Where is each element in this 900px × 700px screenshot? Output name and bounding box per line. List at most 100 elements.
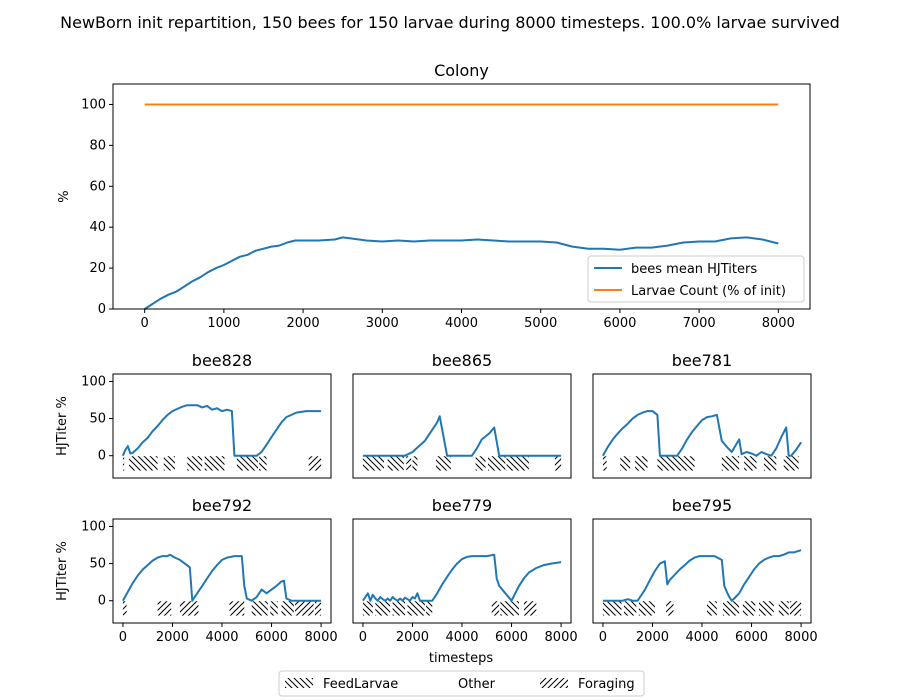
xtick-label: 6000 — [495, 630, 528, 645]
band-feedlarvae — [620, 456, 631, 471]
hatch-swatch-foraging — [540, 678, 568, 688]
panel-title: Colony — [434, 61, 489, 80]
ytick-label: 100 — [81, 97, 106, 112]
xtick-label: 1000 — [207, 316, 240, 331]
xtick-label: 8000 — [305, 630, 338, 645]
band-feedlarvae — [635, 456, 648, 471]
band-feedlarvae — [435, 456, 451, 471]
xtick-label: 6000 — [255, 630, 288, 645]
panel-bee792: bee792 0 50 100 0 2000 4000 6000 8000 HJTiter % — [55, 496, 338, 645]
ytick-label: 100 — [81, 519, 106, 534]
band-feedlarvae — [742, 601, 756, 616]
ytick-label: 50 — [89, 557, 106, 572]
timesteps-xlabel: timesteps — [429, 651, 493, 666]
hatch-legend-label: Other — [458, 677, 496, 692]
series-line — [362, 553, 562, 602]
hatch-legend-box — [278, 670, 645, 697]
xtick-label: 0 — [141, 316, 149, 331]
band-feedlarvae — [623, 601, 637, 616]
band-feedlarvae — [375, 601, 391, 616]
band-feedlarvae — [763, 456, 777, 471]
y-axis-label: HJTiter % — [55, 396, 70, 456]
ytick-label: 0 — [98, 449, 106, 464]
series-line — [121, 404, 322, 457]
band-feedlarvae — [407, 601, 425, 616]
xtick-label: 8000 — [762, 316, 795, 331]
band-feedlarvae — [129, 456, 158, 471]
band-foraging — [789, 601, 802, 616]
band-feedlarvae — [783, 456, 799, 471]
series-line — [602, 549, 802, 602]
band-feedlarvae — [488, 456, 506, 471]
band-foraging — [295, 601, 314, 616]
panel-bee781: bee781 — [592, 351, 812, 479]
series-line — [144, 236, 779, 310]
band-foraging — [122, 456, 125, 471]
band-feedlarvae — [426, 601, 433, 616]
band-foraging — [179, 601, 199, 616]
figure-title: NewBorn init repartition, 150 bees for 1… — [60, 13, 840, 32]
ytick-label: 40 — [89, 220, 106, 235]
panel-title: bee865 — [432, 351, 492, 370]
band-feedlarvae — [721, 456, 740, 471]
legend-label: bees mean HJTiters — [631, 262, 757, 277]
y-axis-label: HJTiter % — [55, 541, 70, 601]
axes-frame — [112, 373, 332, 479]
xtick-label: 4000 — [205, 630, 238, 645]
band-foraging — [308, 456, 322, 471]
xtick-label: 7000 — [683, 316, 716, 331]
ytick-label: 60 — [89, 179, 106, 194]
xtick-label: 2000 — [287, 316, 320, 331]
band-feedlarvae — [387, 456, 404, 471]
band-feedlarvae — [778, 601, 789, 616]
legend-label: Larvae Count (% of init) — [631, 284, 786, 299]
xtick-label: 0 — [599, 630, 607, 645]
band-feedlarvae — [236, 456, 258, 471]
series-line — [362, 415, 562, 457]
band-feedlarvae — [362, 456, 384, 471]
ytick-label: 0 — [98, 302, 106, 317]
band-foraging — [314, 601, 322, 616]
xtick-label: 6000 — [603, 316, 636, 331]
ytick-label: 50 — [89, 412, 106, 427]
band-feedlarvae — [638, 601, 655, 616]
axes-frame — [352, 373, 572, 479]
hatch-swatch-feedlarvae — [285, 678, 313, 688]
band-feedlarvae — [163, 456, 175, 471]
band-foraging — [602, 456, 607, 471]
band-feedlarvae — [412, 456, 418, 471]
band-feedlarvae — [204, 456, 225, 471]
band-feedlarvae — [744, 456, 757, 471]
panel-title: bee828 — [192, 351, 252, 370]
axes-frame — [592, 373, 812, 479]
hatch-legend-label: Foraging — [578, 677, 635, 692]
band-feedlarvae — [281, 601, 294, 616]
legend-box — [587, 255, 805, 303]
panel-title: bee781 — [672, 351, 732, 370]
xtick-label: 5000 — [524, 316, 557, 331]
band-foraging — [406, 456, 412, 471]
band-foraging — [157, 601, 172, 616]
panel-bee779: bee779 0 2000 4000 6000 8000 — [352, 496, 578, 645]
band-foraging — [229, 601, 245, 616]
xtick-label: 0 — [119, 630, 127, 645]
panel-bee865: bee865 — [352, 351, 572, 479]
band-feedlarvae — [500, 601, 519, 616]
panel-title: bee779 — [432, 496, 492, 515]
panel-bee828: bee828 0 50 100 HJTiter % — [55, 351, 332, 479]
y-axis-label: % — [57, 190, 72, 202]
xtick-label: 4000 — [445, 630, 478, 645]
band-feedlarvae — [270, 601, 278, 616]
band-feedlarvae — [392, 601, 406, 616]
xtick-label: 3000 — [366, 316, 399, 331]
band-foraging — [666, 601, 674, 616]
band-feedlarvae — [362, 601, 373, 616]
band-foraging — [554, 456, 562, 471]
series-line — [122, 553, 322, 602]
xtick-label: 4000 — [445, 316, 478, 331]
band-feedlarvae — [723, 601, 740, 616]
ytick-label: 80 — [89, 138, 106, 153]
